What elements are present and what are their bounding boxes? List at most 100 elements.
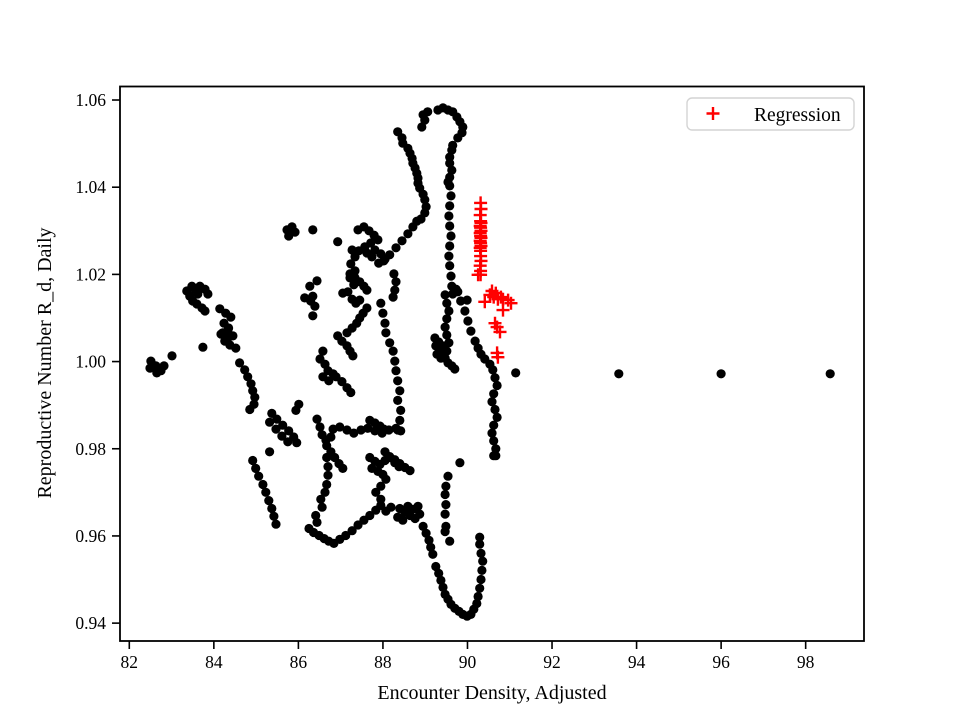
y-axis-label: Reproductive Number R_d, Daily: [34, 227, 56, 498]
data-point: [341, 530, 351, 541]
data-point: [395, 386, 405, 396]
data-point: [261, 487, 271, 497]
data-point: [159, 361, 169, 371]
data-point: [381, 474, 391, 484]
data-point: [472, 598, 482, 609]
x-tick-label: 86: [290, 652, 308, 672]
data-point: [248, 455, 258, 466]
data-point: [386, 502, 396, 512]
data-point: [374, 258, 384, 268]
data-point: [363, 423, 373, 433]
data-point: [152, 368, 162, 378]
data-point: [511, 368, 521, 378]
data-point: [428, 549, 438, 559]
data-point: [376, 481, 386, 491]
y-tick-label: 1.06: [75, 90, 106, 110]
x-tick-label: 94: [628, 652, 646, 672]
data-point: [444, 251, 454, 261]
data-point: [312, 517, 322, 528]
data-point: [455, 458, 465, 468]
data-point: [391, 366, 401, 376]
data-point: [315, 422, 325, 432]
data-point: [385, 338, 395, 348]
data-point: [440, 489, 450, 500]
data-point: [265, 417, 275, 427]
data-point: [390, 356, 400, 366]
data-point: [305, 281, 315, 291]
data-point: [322, 479, 332, 490]
y-tick-label: 1.00: [75, 352, 106, 372]
data-point: [426, 542, 436, 552]
data-point: [228, 331, 238, 341]
data-point: [445, 536, 455, 546]
data-point: [440, 322, 450, 332]
data-point: [393, 425, 403, 435]
x-tick-label: 96: [712, 652, 730, 672]
data-point: [614, 369, 624, 379]
data-point: [390, 285, 400, 295]
data-point: [373, 235, 383, 245]
data-point: [450, 364, 460, 374]
data-point: [490, 404, 500, 415]
data-point: [470, 336, 480, 346]
data-point: [716, 369, 726, 379]
data-point: [441, 500, 451, 510]
data-point: [440, 290, 450, 300]
data-point: [265, 447, 275, 457]
data-point: [388, 292, 398, 302]
data-point: [311, 510, 321, 521]
data-point: [446, 191, 456, 201]
data-point: [436, 353, 446, 363]
data-point: [446, 271, 456, 281]
data-point: [271, 424, 281, 434]
data-point: [477, 565, 487, 576]
data-point: [456, 296, 466, 306]
data-point: [391, 277, 401, 287]
data-point: [267, 503, 277, 514]
data-points: [145, 103, 835, 621]
data-point: [463, 316, 473, 326]
y-tick-label: 1.04: [75, 177, 106, 197]
data-point: [417, 122, 427, 132]
data-point: [397, 236, 407, 246]
regression-point: [494, 290, 508, 304]
data-point: [443, 471, 453, 481]
data-point: [447, 145, 457, 155]
data-point: [489, 436, 499, 446]
x-tick-label: 84: [205, 652, 223, 672]
data-point: [440, 527, 450, 537]
data-point: [488, 365, 498, 375]
data-point: [444, 211, 454, 221]
data-point: [324, 376, 334, 386]
legend-box: [686, 97, 855, 131]
data-point: [478, 556, 488, 566]
data-point: [323, 462, 333, 472]
data-point: [269, 511, 279, 521]
data-point: [292, 438, 302, 448]
data-point: [445, 261, 455, 271]
data-point: [284, 231, 294, 241]
data-point: [442, 330, 452, 340]
data-point: [825, 369, 835, 379]
x-tick-label: 98: [797, 652, 815, 672]
data-point: [250, 392, 260, 402]
data-point: [284, 426, 294, 436]
data-point: [440, 509, 450, 519]
data-point: [338, 463, 348, 473]
data-point: [393, 376, 403, 386]
axis-ticks: 82 84 86 88 90 92 94 96 98 0.94 0.96 0.98 1.00 1.02 1.…: [75, 90, 814, 672]
data-point: [294, 399, 304, 409]
data-point: [308, 225, 318, 235]
data-point: [346, 387, 356, 398]
data-point: [476, 574, 486, 585]
data-point: [445, 241, 455, 251]
y-tick-label: 1.02: [75, 264, 106, 284]
data-point: [312, 276, 322, 286]
data-point: [442, 298, 452, 308]
regression-point: [501, 293, 515, 307]
data-point: [460, 306, 470, 316]
data-point: [381, 328, 391, 338]
data-point: [278, 420, 288, 430]
